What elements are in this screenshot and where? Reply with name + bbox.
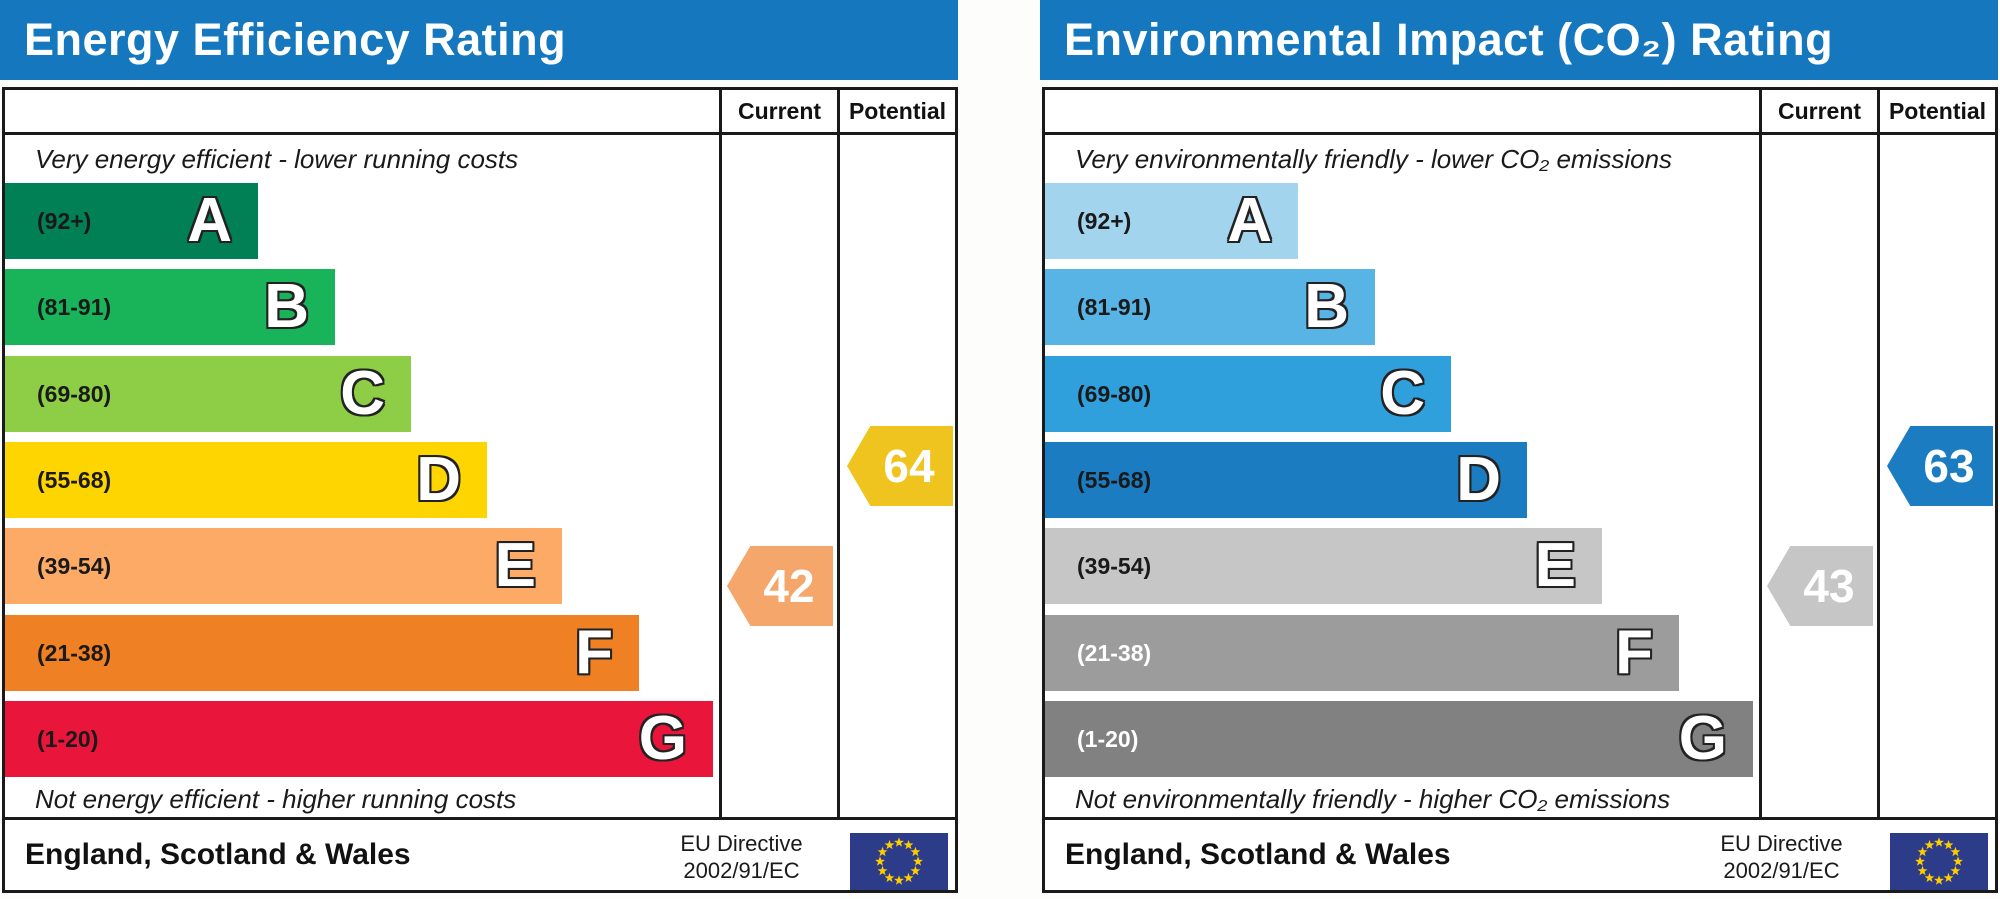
band-row-b: (81-91) B xyxy=(1045,269,1375,345)
band-letter: F xyxy=(1615,618,1653,687)
column-divider xyxy=(837,90,840,820)
chart-title-bar: Energy Efficiency Rating xyxy=(0,0,958,80)
footer-divider xyxy=(1045,817,1995,820)
band-letter: F xyxy=(575,618,613,687)
rating-table: Current Potential Very energy efficient … xyxy=(2,87,958,893)
bottom-caption: Not environmentally friendly - higher CO… xyxy=(1075,784,1671,814)
band-letter: E xyxy=(494,531,536,600)
band-range-label: (1-20) xyxy=(1077,725,1139,752)
current-rating-arrow: 43 xyxy=(1767,546,1873,626)
band-letter: G xyxy=(638,704,687,773)
column-header-current: Current xyxy=(737,97,822,124)
band-letter: D xyxy=(416,445,461,514)
top-caption: Very environmentally friendly - lower CO… xyxy=(1075,144,1673,174)
band-row-e: (39-54) E xyxy=(1045,528,1602,604)
band-range-label: (81-91) xyxy=(1077,293,1152,320)
band-row-c: (69-80) C xyxy=(5,356,411,432)
eu-directive-line1: EU Directive xyxy=(1720,831,1843,856)
band-range-label: (39-54) xyxy=(37,552,112,579)
header-divider xyxy=(1045,132,1995,135)
band-row-f: (21-38) F xyxy=(1045,615,1679,691)
band-row-g: (1-20) G xyxy=(5,701,713,777)
rating-table: Current Potential Very environmentally f… xyxy=(1042,87,1998,893)
chart-title-bar: Environmental Impact (CO₂) Rating xyxy=(1040,0,1998,80)
potential-rating-value: 64 xyxy=(883,440,935,492)
column-header-potential: Potential xyxy=(1888,97,1987,124)
band-range-label: (92+) xyxy=(1077,207,1132,234)
footer-region-label: England, Scotland & Wales xyxy=(25,838,411,871)
band-letter: A xyxy=(187,186,232,255)
band-letter: B xyxy=(1304,272,1349,341)
band-letter: E xyxy=(1534,531,1576,600)
band-row-a: (92+) A xyxy=(5,183,258,259)
band-letter: C xyxy=(340,359,385,428)
eu-directive-label: EU Directive 2002/91/EC xyxy=(638,830,845,884)
energy-efficiency-chart: Energy Efficiency Rating Current Potenti… xyxy=(0,0,960,899)
eu-flag-icon xyxy=(850,833,948,890)
band-row-c: (69-80) C xyxy=(1045,356,1451,432)
band-range-label: (81-91) xyxy=(37,293,112,320)
footer-divider xyxy=(5,817,955,820)
potential-rating-arrow: 63 xyxy=(1887,426,1993,506)
band-range-label: (21-38) xyxy=(1077,639,1152,666)
bottom-caption: Not energy efficient - higher running co… xyxy=(35,784,517,814)
band-row-d: (55-68) D xyxy=(5,442,487,518)
band-range-label: (69-80) xyxy=(37,380,112,407)
eu-directive-line2: 2002/91/EC xyxy=(1723,858,1840,883)
current-rating-value: 43 xyxy=(1803,560,1855,612)
band-range-label: (21-38) xyxy=(37,639,112,666)
band-letter: C xyxy=(1380,359,1425,428)
band-row-b: (81-91) B xyxy=(5,269,335,345)
potential-rating-value: 63 xyxy=(1923,440,1975,492)
current-rating-value: 42 xyxy=(763,560,815,612)
band-range-label: (55-68) xyxy=(37,466,112,493)
column-divider xyxy=(1877,90,1880,820)
band-letter: G xyxy=(1678,704,1727,773)
column-divider xyxy=(1759,90,1762,820)
band-range-label: (55-68) xyxy=(1077,466,1152,493)
chart-title: Environmental Impact (CO₂) Rating xyxy=(1064,14,1834,65)
band-letter: A xyxy=(1227,186,1272,255)
band-range-label: (92+) xyxy=(37,207,92,234)
eu-directive-line2: 2002/91/EC xyxy=(683,858,800,883)
footer-region-label: England, Scotland & Wales xyxy=(1065,838,1451,871)
column-divider xyxy=(719,90,722,820)
band-letter: D xyxy=(1456,445,1501,514)
column-header-current: Current xyxy=(1777,97,1862,124)
eu-directive-line1: EU Directive xyxy=(680,831,803,856)
band-row-g: (1-20) G xyxy=(1045,701,1753,777)
band-row-f: (21-38) F xyxy=(5,615,639,691)
eu-directive-label: EU Directive 2002/91/EC xyxy=(1678,830,1885,884)
top-caption: Very energy efficient - lower running co… xyxy=(35,144,519,174)
current-rating-arrow: 42 xyxy=(727,546,833,626)
band-letter: B xyxy=(264,272,309,341)
band-range-label: (39-54) xyxy=(1077,552,1152,579)
band-range-label: (1-20) xyxy=(37,725,99,752)
column-header-potential: Potential xyxy=(848,97,947,124)
environmental-impact-chart: Environmental Impact (CO₂) Rating Curren… xyxy=(1040,0,2000,899)
chart-title: Energy Efficiency Rating xyxy=(24,14,567,65)
band-row-a: (92+) A xyxy=(1045,183,1298,259)
band-range-label: (69-80) xyxy=(1077,380,1152,407)
potential-rating-arrow: 64 xyxy=(847,426,953,506)
band-row-d: (55-68) D xyxy=(1045,442,1527,518)
band-row-e: (39-54) E xyxy=(5,528,562,604)
eu-flag-icon xyxy=(1890,833,1988,890)
header-divider xyxy=(5,132,955,135)
